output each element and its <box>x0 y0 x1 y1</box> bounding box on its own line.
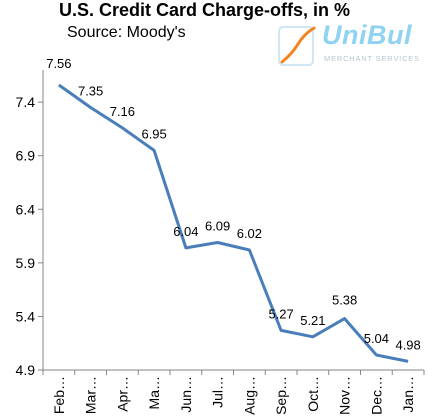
data-label: 7.16 <box>110 104 135 119</box>
data-label: 7.56 <box>46 56 71 71</box>
data-label: 5.38 <box>332 293 357 308</box>
data-label: 6.04 <box>173 224 198 239</box>
unibul-logo: UniBul MERCHANT SERVICES <box>272 20 432 72</box>
y-tick-label: 4.9 <box>16 362 36 378</box>
series-line <box>58 83 409 363</box>
x-tick-label: Mar… <box>83 376 99 414</box>
y-tick-label: 6.9 <box>16 148 36 164</box>
data-label: 4.98 <box>395 337 420 352</box>
x-tick-label: Dec… <box>368 376 384 415</box>
x-tick-label: Apr… <box>114 376 130 412</box>
data-label: 7.35 <box>78 84 103 99</box>
data-label: 5.27 <box>268 306 293 321</box>
data-label: 5.04 <box>364 331 389 346</box>
y-tick-label: 6.4 <box>16 201 36 217</box>
logo-tagline: MERCHANT SERVICES <box>324 54 420 63</box>
x-tick-label: Ma… <box>146 376 162 409</box>
data-label: 6.09 <box>205 219 230 234</box>
chart-subtitle: Source: Moody's <box>67 24 186 41</box>
x-tick-label: Jan… <box>400 376 416 413</box>
data-label: 5.21 <box>300 313 325 328</box>
x-tick-label: Oct… <box>305 376 321 412</box>
data-label: 6.95 <box>141 126 166 141</box>
x-tick-label: Aug… <box>241 376 257 415</box>
y-tick-label: 5.9 <box>16 255 36 271</box>
x-tick-label: Sep… <box>273 376 289 415</box>
chart-title: U.S. Credit Card Charge-offs, in % <box>59 0 351 20</box>
x-tick-label: Jul… <box>210 376 226 408</box>
logo-mark-icon <box>278 26 316 66</box>
x-tick-label: Nov… <box>337 376 353 415</box>
logo-name: UniBul <box>322 20 412 50</box>
x-tick-label: Jun… <box>178 376 194 413</box>
x-tick-label: Feb… <box>51 376 67 414</box>
data-label: 6.02 <box>237 226 262 241</box>
y-tick-label: 5.4 <box>16 308 36 324</box>
y-tick-label: 7.4 <box>16 94 36 110</box>
